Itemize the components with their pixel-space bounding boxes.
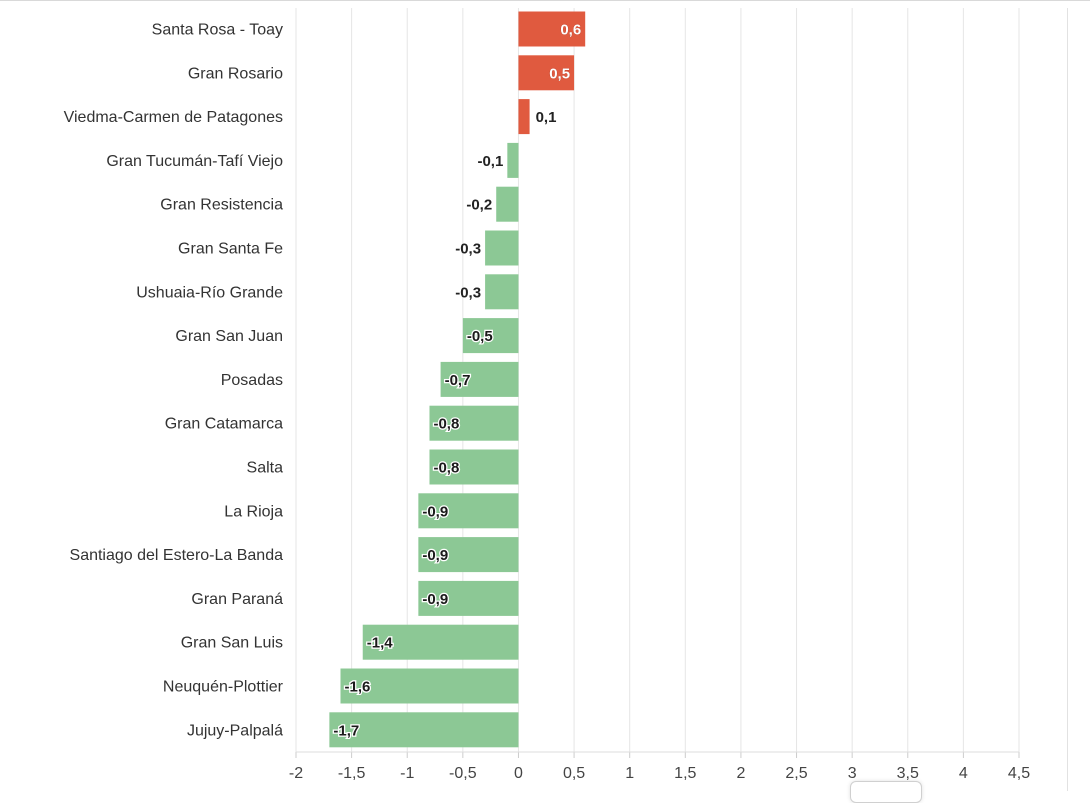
x-tick-label: -0,5 [449, 765, 477, 782]
x-tick-label: 1,5 [674, 765, 696, 782]
category-label: Gran Santa Fe [178, 241, 283, 258]
data-label: -0,9 [422, 591, 448, 608]
data-label: -1,4 [367, 635, 394, 652]
panel-right-divider [1067, 8, 1068, 791]
category-label: Gran San Juan [175, 328, 283, 345]
bar[interactable] [440, 361, 519, 397]
data-label: -1,6 [344, 679, 370, 696]
data-label: -0,9 [422, 547, 448, 564]
scroll-handle[interactable] [850, 781, 922, 803]
data-label: 0,5 [549, 65, 570, 82]
category-label: Posadas [221, 372, 283, 389]
bar[interactable] [462, 318, 519, 354]
data-label: -0,3 [455, 284, 481, 301]
category-label: La Rioja [224, 503, 283, 520]
category-label: Neuquén-Plottier [163, 679, 284, 696]
data-label: -1,7 [333, 722, 359, 739]
category-label: Gran Rosario [188, 65, 283, 82]
bar[interactable] [507, 142, 519, 178]
chart-x-axis-ticks: -2 -1,5 -1 -0,5 0 0,5 1 1,5 2 2,5 3 3,5 4 4,5 [289, 751, 1030, 782]
x-tick-label: -2 [289, 765, 303, 782]
category-label: Gran Catamarca [165, 416, 283, 433]
x-tick-label: 2 [736, 765, 745, 782]
chart-category-labels: Santa Rosa - Toay Gran Rosario Viedma-Carm… [64, 22, 284, 740]
chart-value-labels: 0,6 0,5 0,1 -0,1 -0,2 -0,3 -0,3 -0,5 -0,7 -0,8 -0,… [332, 21, 581, 740]
panel-top-border [0, 0, 1090, 4]
category-label: Viedma-Carmen de Patagones [64, 109, 283, 126]
category-label: Jujuy-Palpalá [187, 722, 283, 739]
x-tick-label: -1,5 [338, 765, 366, 782]
data-label: 0,6 [560, 22, 581, 39]
category-label: Salta [247, 460, 284, 477]
category-label: Gran Tucumán-Tafí Viejo [106, 153, 283, 170]
bar[interactable] [362, 624, 519, 660]
bar[interactable] [496, 186, 519, 222]
x-tick-label: -1 [400, 765, 414, 782]
data-label: 0,1 [536, 109, 557, 126]
data-label: -0,5 [467, 328, 493, 345]
x-tick-label: 0 [514, 765, 523, 782]
bar[interactable] [518, 11, 586, 47]
category-label: Santiago del Estero-La Banda [70, 547, 284, 564]
bar[interactable] [418, 493, 519, 529]
data-label: -0,8 [433, 416, 459, 433]
bar[interactable] [485, 274, 519, 310]
x-tick-label: 2,5 [785, 765, 807, 782]
x-tick-label: 1 [625, 765, 634, 782]
bar[interactable] [340, 668, 519, 704]
bar[interactable] [518, 99, 530, 135]
bar[interactable] [418, 580, 519, 616]
bar[interactable] [418, 537, 519, 573]
data-label: -0,7 [445, 372, 471, 389]
x-tick-label: 4 [959, 765, 968, 782]
category-label: Gran Resistencia [160, 197, 283, 214]
bar[interactable] [429, 449, 519, 485]
bar[interactable] [485, 230, 519, 266]
x-tick-label: 4,5 [1008, 765, 1030, 782]
bar[interactable] [429, 405, 519, 441]
category-label: Gran Paraná [191, 591, 283, 608]
data-label: -0,9 [422, 503, 448, 520]
category-label: Santa Rosa - Toay [152, 22, 283, 39]
chart-bars [329, 11, 586, 748]
data-label: -0,1 [477, 153, 503, 170]
category-label: Gran San Luis [181, 635, 283, 652]
bar[interactable] [518, 55, 575, 91]
data-label: -0,2 [466, 197, 492, 214]
data-label: -0,8 [433, 460, 459, 477]
x-tick-label: 0,5 [563, 765, 585, 782]
x-tick-label: 3 [848, 765, 857, 782]
bar[interactable] [329, 712, 519, 748]
data-label: -0,3 [455, 241, 481, 258]
category-label: Ushuaia-Río Grande [136, 284, 283, 301]
x-tick-label: 3,5 [897, 765, 919, 782]
